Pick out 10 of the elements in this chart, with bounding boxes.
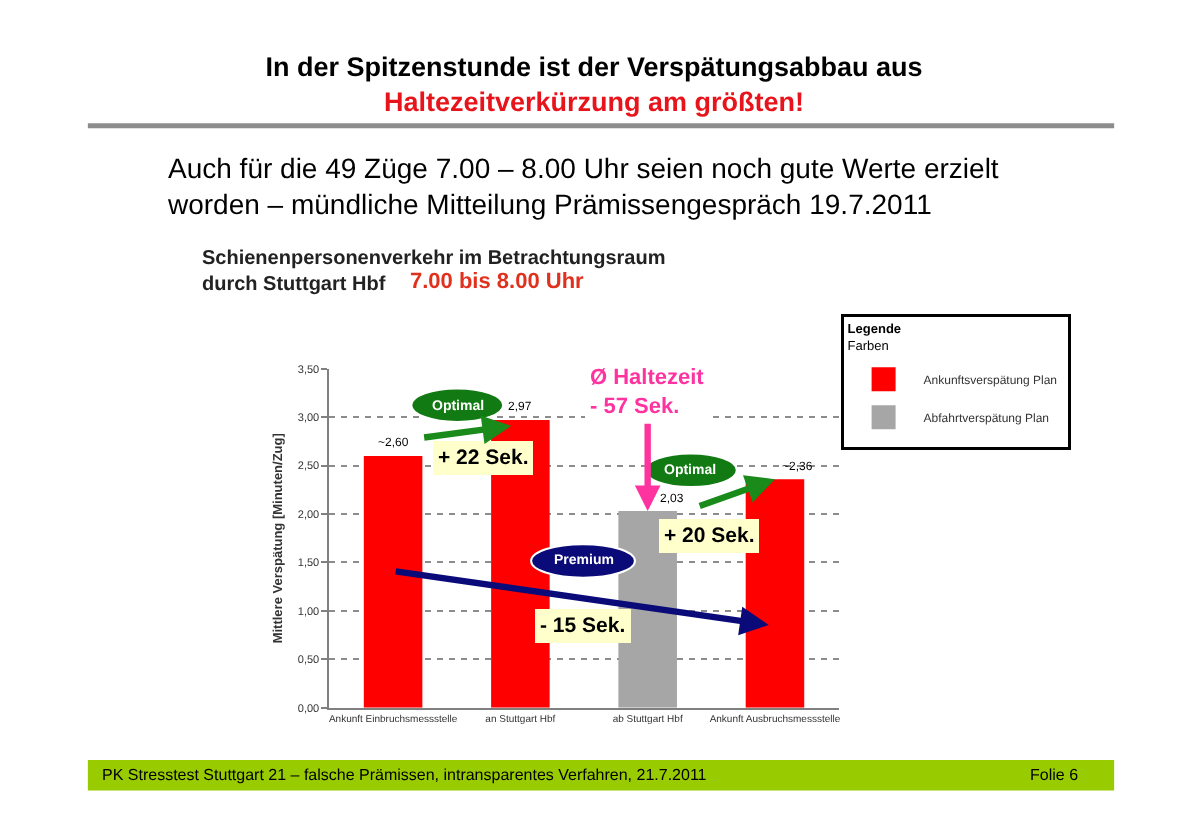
annotation: - 15 Sek. [540,614,626,638]
text: PK Stresstest Stuttgart 21 – falsche Prämissen, intransparentes Verfahren, 21.7.2011 [102,766,708,784]
annotation: Ø Haltezeit - 57 Sek. [590,366,705,419]
text: 7.00 bis 8.00 Uhr [410,270,586,294]
chart-title: In der Spitzenstunde ist der Verspätungsabbau aus Haltezeitverkürzung am größten! [265,52,923,118]
text: Folie 6 [1030,766,1080,784]
annotation: + 22 Sek. [438,446,529,470]
bar [363,455,423,708]
chart-subtitle: Auch für die 49 Züge 7.00 – 8.00 Uhr seien noch gute Werte erzielt worden – mündliche Mitteilung Prämissengespräch 19.7.2011 [166,152,999,221]
annotation: + 20 Sek. [664,524,755,548]
